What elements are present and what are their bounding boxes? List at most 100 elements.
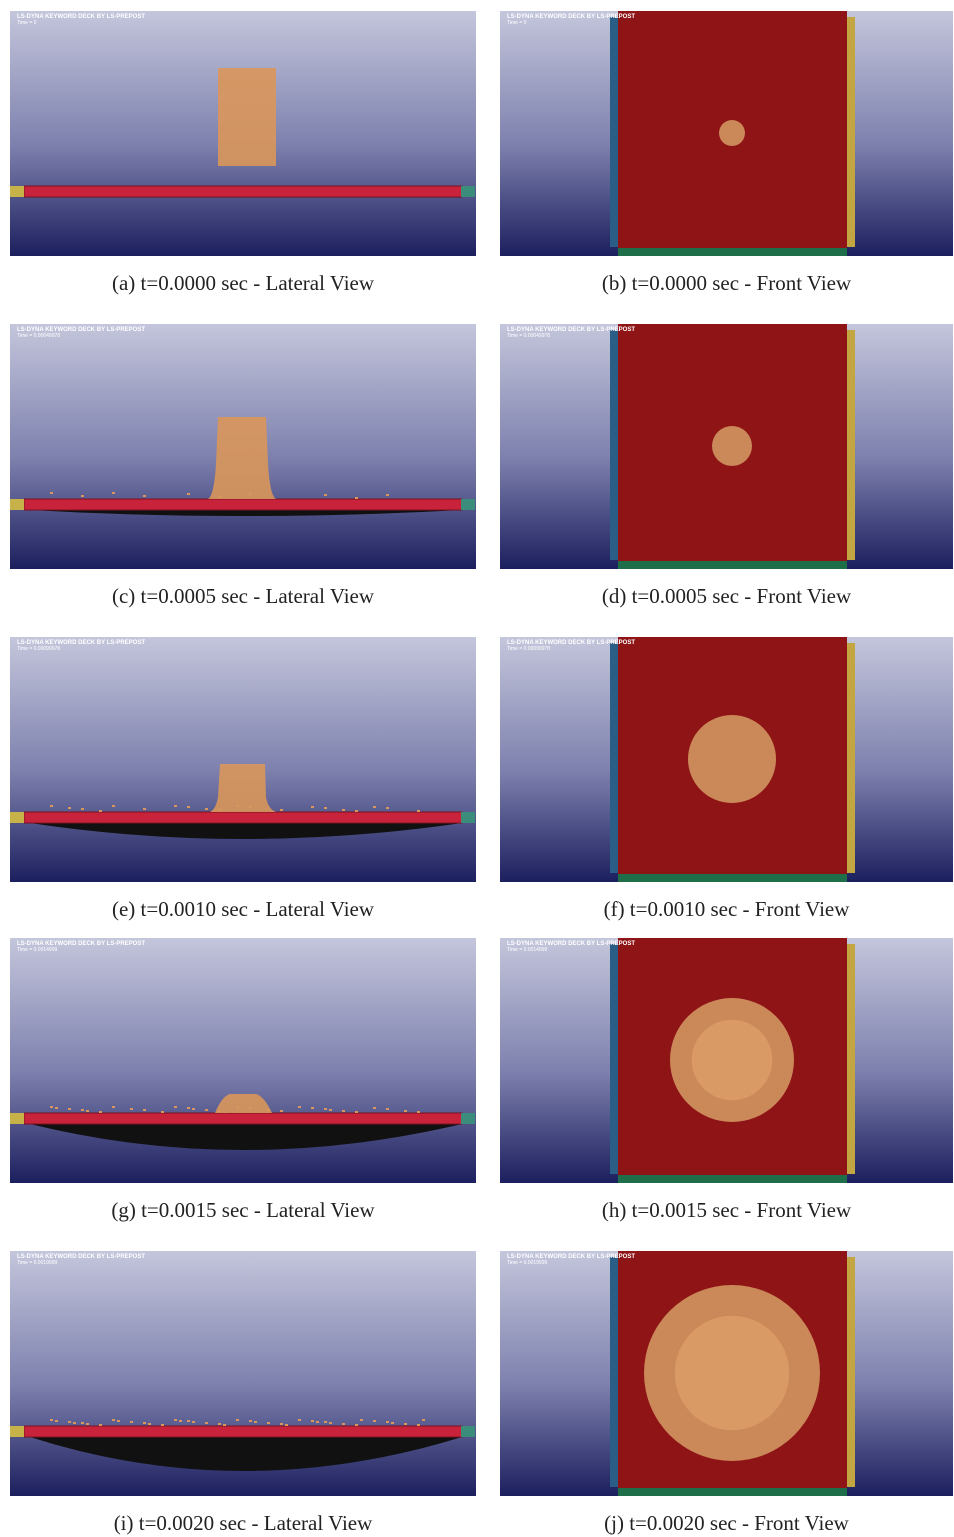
- debris: [355, 810, 358, 812]
- debris: [99, 810, 102, 812]
- debris: [205, 1422, 208, 1424]
- debris: [99, 1111, 102, 1113]
- support: [461, 186, 475, 197]
- impact-zone: [719, 120, 745, 146]
- debris: [236, 1106, 239, 1108]
- debris: [50, 492, 53, 494]
- debris: [329, 1109, 332, 1111]
- debris: [404, 1423, 407, 1425]
- debris: [161, 1424, 164, 1426]
- debris: [355, 497, 358, 499]
- debris: [218, 496, 221, 498]
- debris: [355, 1424, 358, 1426]
- time-label: Time = 0.00099978: [507, 646, 550, 652]
- edge: [618, 874, 847, 882]
- debris: [143, 1109, 146, 1111]
- debris: [174, 805, 177, 807]
- beam: [24, 812, 462, 823]
- edge: [618, 248, 847, 256]
- debris: [373, 806, 376, 808]
- debris: [50, 1419, 53, 1421]
- debris: [324, 807, 327, 809]
- debris: [360, 1419, 363, 1421]
- edge: [847, 643, 855, 873]
- time-label: Time = 0.0014999: [507, 947, 547, 953]
- debris: [404, 1110, 407, 1112]
- debris: [187, 493, 190, 495]
- debris: [342, 809, 345, 811]
- caption: (f) t=0.0010 sec - Front View: [500, 897, 953, 922]
- debris: [112, 1419, 115, 1421]
- debris: [373, 1420, 376, 1422]
- debris: [249, 1420, 252, 1422]
- time-label: Time = 0.00049978: [507, 333, 550, 339]
- projectile: [218, 68, 276, 166]
- debris: [417, 1111, 420, 1113]
- support: [461, 499, 475, 510]
- debris: [218, 1110, 221, 1112]
- edge: [610, 330, 618, 560]
- debris: [192, 1108, 195, 1110]
- support: [10, 812, 24, 823]
- support: [10, 186, 24, 197]
- debris: [174, 1419, 177, 1421]
- figure: LS-DYNA KEYWORD DECK BY LS-PREPOSTTime =…: [0, 0, 954, 1537]
- edge: [610, 944, 618, 1174]
- debris: [130, 1108, 133, 1110]
- debris: [143, 495, 146, 497]
- debris: [236, 805, 239, 807]
- scatter: [692, 1020, 773, 1101]
- debris: [218, 1423, 221, 1425]
- debris: [50, 805, 53, 807]
- edge: [618, 561, 847, 569]
- debris: [280, 809, 283, 811]
- support: [461, 1426, 475, 1437]
- debris: [386, 1108, 389, 1110]
- debris: [324, 494, 327, 496]
- beam: [24, 1113, 462, 1124]
- edge: [618, 1175, 847, 1183]
- edge: [847, 17, 855, 247]
- debris: [311, 1420, 314, 1422]
- debris: [417, 810, 420, 812]
- debris: [280, 1110, 283, 1112]
- caption: (i) t=0.0020 sec - Lateral View: [10, 1511, 476, 1536]
- debris: [422, 1419, 425, 1421]
- simulation-view: LS-DYNA KEYWORD DECK BY LS-PREPOSTTime =…: [10, 1251, 476, 1496]
- debris: [112, 1106, 115, 1108]
- debris: [50, 1106, 53, 1108]
- debris: [355, 1111, 358, 1113]
- debris: [205, 808, 208, 810]
- support: [461, 1113, 475, 1124]
- debris: [112, 805, 115, 807]
- debris: [329, 1422, 332, 1424]
- caption: (c) t=0.0005 sec - Lateral View: [10, 584, 476, 609]
- debris: [130, 1421, 133, 1423]
- debris: [73, 1422, 76, 1424]
- edge: [847, 1257, 855, 1487]
- time-label: Time = 0.0019999: [507, 1260, 547, 1266]
- time-label: Time = 0.00049978: [17, 333, 60, 339]
- caption: (a) t=0.0000 sec - Lateral View: [10, 271, 476, 296]
- debris: [86, 1110, 89, 1112]
- caption: (j) t=0.0020 sec - Front View: [500, 1511, 953, 1536]
- edge: [610, 17, 618, 247]
- impact-zone: [688, 715, 776, 803]
- debris: [179, 1420, 182, 1422]
- debris: [187, 1420, 190, 1422]
- edge: [847, 330, 855, 560]
- debris: [373, 1107, 376, 1109]
- debris: [81, 808, 84, 810]
- debris: [298, 1106, 301, 1108]
- background: [10, 637, 476, 882]
- debris: [161, 1111, 164, 1113]
- debris: [223, 1111, 226, 1113]
- debris: [280, 1423, 283, 1425]
- beam: [24, 499, 462, 510]
- debris: [249, 1107, 252, 1109]
- debris: [112, 492, 115, 494]
